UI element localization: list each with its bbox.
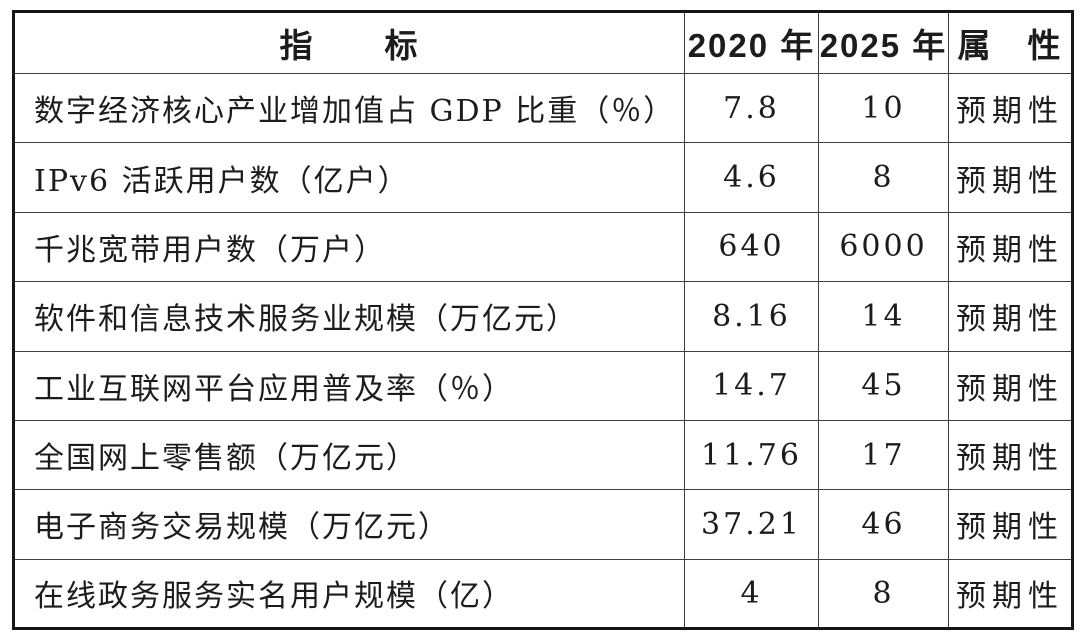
value-2025-cell: 46 — [818, 489, 949, 560]
table-row: 软件和信息技术服务业规模（万亿元） 8.16 14 预期性 — [12, 281, 1074, 352]
table-row: IPv6 活跃用户数（亿户） 4.6 8 预期性 — [12, 142, 1074, 213]
attribute-cell: 预期性 — [948, 350, 1074, 421]
indicator-cell: 数字经济核心产业增加值占 GDP 比重（％） — [12, 72, 685, 144]
table-row: 全国网上零售额（万亿元） 11.76 17 预期性 — [12, 419, 1074, 491]
attribute-cell: 预期性 — [948, 281, 1074, 352]
value-2025-cell: 10 — [818, 72, 949, 144]
indicator-cell: 千兆宽带用户数（万户） — [12, 211, 685, 283]
value-2025-cell: 8 — [818, 142, 949, 213]
value-2020-cell: 4 — [684, 558, 819, 631]
header-2020: 2020 年 — [684, 10, 819, 74]
attribute-cell: 预期性 — [948, 419, 1074, 491]
value-2025-cell: 6000 — [818, 211, 949, 283]
value-2020-cell: 4.6 — [684, 142, 819, 213]
table-row: 在线政务服务实名用户规模（亿） 4 8 预期性 — [12, 558, 1074, 631]
value-2020-cell: 8.16 — [684, 281, 819, 352]
value-2020-cell: 14.7 — [684, 350, 819, 421]
indicators-table: 指 标 2020 年 2025 年 属 性 数字经济核心产业增加值占 GDP 比… — [12, 10, 1074, 631]
header-2025: 2025 年 — [818, 10, 949, 74]
value-2020-cell: 37.21 — [684, 489, 819, 560]
indicator-cell: 工业互联网平台应用普及率（％） — [12, 350, 685, 421]
value-2025-cell: 14 — [818, 281, 949, 352]
value-2020-cell: 7.8 — [684, 72, 819, 144]
indicator-cell: 软件和信息技术服务业规模（万亿元） — [12, 281, 685, 352]
value-2025-cell: 8 — [818, 558, 949, 631]
table-header-row: 指 标 2020 年 2025 年 属 性 — [12, 10, 1074, 74]
table-row: 电子商务交易规模（万亿元） 37.21 46 预期性 — [12, 489, 1074, 560]
table-body: 数字经济核心产业增加值占 GDP 比重（％） 7.8 10 预期性 IPv6 活… — [12, 72, 1074, 631]
attribute-cell: 预期性 — [948, 489, 1074, 560]
value-2020-cell: 640 — [684, 211, 819, 283]
attribute-cell: 预期性 — [948, 211, 1074, 283]
attribute-cell: 预期性 — [948, 558, 1074, 631]
attribute-cell: 预期性 — [948, 72, 1074, 144]
indicator-cell: IPv6 活跃用户数（亿户） — [12, 142, 685, 213]
indicator-cell: 电子商务交易规模（万亿元） — [12, 489, 685, 560]
table-row: 工业互联网平台应用普及率（％） 14.7 45 预期性 — [12, 350, 1074, 421]
table-row: 数字经济核心产业增加值占 GDP 比重（％） 7.8 10 预期性 — [12, 72, 1074, 144]
header-attribute: 属 性 — [948, 10, 1074, 74]
indicator-cell: 在线政务服务实名用户规模（亿） — [12, 558, 685, 631]
indicator-cell: 全国网上零售额（万亿元） — [12, 419, 685, 491]
attribute-cell: 预期性 — [948, 142, 1074, 213]
table-row: 千兆宽带用户数（万户） 640 6000 预期性 — [12, 211, 1074, 283]
value-2020-cell: 11.76 — [684, 419, 819, 491]
value-2025-cell: 45 — [818, 350, 949, 421]
value-2025-cell: 17 — [818, 419, 949, 491]
header-indicator: 指 标 — [12, 10, 685, 74]
